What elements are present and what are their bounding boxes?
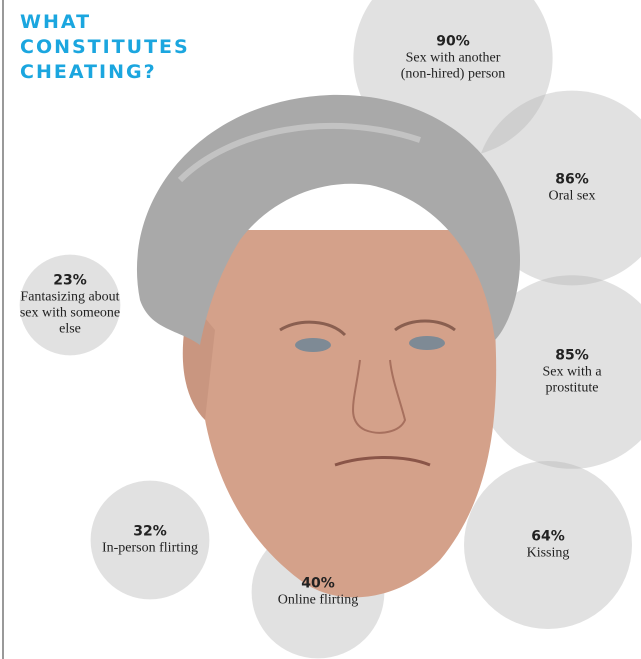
bubble-label: 86% Oral sex [517, 172, 627, 205]
bubble [475, 275, 641, 469]
bubble-label: 85% Sex with a prostitute [517, 348, 627, 397]
category-label: Sex with another (non-hired) person [400, 50, 506, 82]
face-illustration [136, 94, 520, 598]
category-label: Sex with a prostitute [542, 364, 602, 396]
bubble-label: 23% Fantasizing about sex with someone el… [15, 273, 125, 338]
value-label: 64% [531, 528, 565, 545]
value-label: 23% [53, 272, 87, 289]
value-label: 90% [436, 33, 470, 50]
category-label: Online flirting [277, 592, 359, 608]
value-label: 40% [301, 575, 335, 592]
value-label: 86% [555, 171, 589, 188]
bubble-label: 64% Kissing [493, 529, 603, 562]
bubble-label: 90% Sex with another (non-hired) person [398, 34, 508, 83]
bubble [464, 461, 632, 629]
category-label: Oral sex [548, 188, 596, 204]
bubble [19, 254, 121, 356]
bubble-label: 40% Online flirting [263, 576, 373, 609]
value-label: 85% [555, 347, 589, 364]
category-label: Kissing [526, 545, 570, 561]
value-label: 32% [133, 523, 167, 540]
chart-title: WHAT CONSTITUTES CHEATING? [20, 11, 190, 83]
category-label: Fantasizing about sex with someone else [19, 289, 121, 337]
bubble-label: 32% In-person flirting [95, 524, 205, 557]
category-label: In-person flirting [101, 540, 199, 556]
bubble [90, 480, 210, 600]
